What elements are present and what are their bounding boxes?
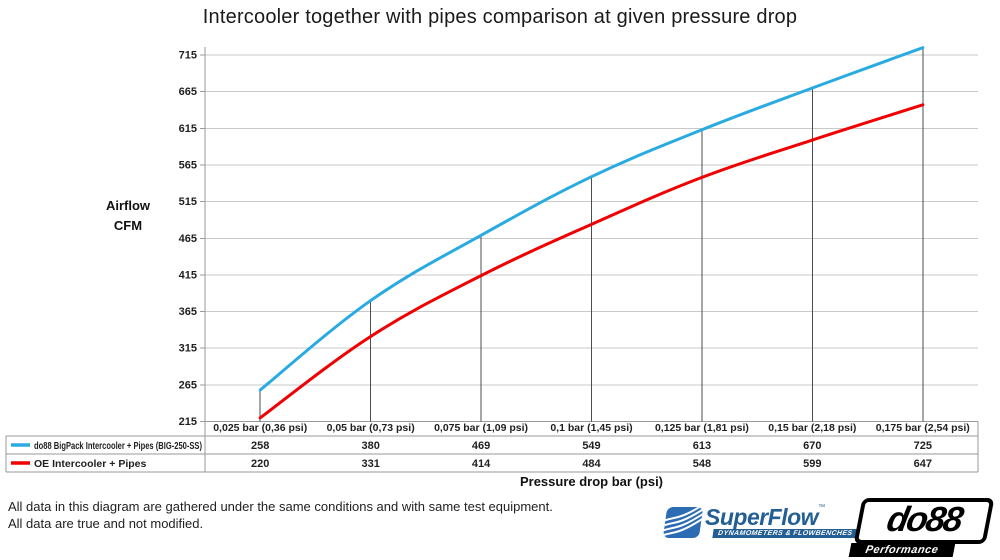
y-tick-label: 265	[179, 379, 197, 391]
chart-plot-area: 715 665 615 565 515 465 415 365 315 265 215 0,025 b…	[5, 46, 979, 473]
x-category-label: 0,075 bar (1,09 psi)	[434, 422, 528, 434]
y-tick-label: 565	[179, 159, 197, 171]
y-tick-label: 415	[179, 269, 197, 281]
y-tick-label: 665	[179, 86, 197, 98]
y-tick-label: 465	[179, 233, 197, 245]
table-value: 380	[361, 440, 379, 452]
table-value: 414	[472, 458, 491, 470]
table-value: 469	[472, 440, 490, 452]
x-category-label: 0,175 bar (2,54 psi)	[876, 422, 970, 434]
x-category-label: 0,025 bar (0,36 psi)	[213, 422, 307, 434]
table-value: 647	[914, 458, 932, 470]
table-value: 549	[582, 440, 600, 452]
y-tick-label: 365	[179, 306, 197, 318]
do88-logo: do88 Performance	[846, 493, 996, 557]
table-value: 599	[803, 458, 821, 470]
table-value: 220	[251, 458, 269, 470]
disclaimer-text: All data in this diagram are gathered un…	[8, 499, 553, 532]
table-value: 548	[693, 458, 711, 470]
table-value: 331	[361, 458, 379, 470]
y-tick-label: 615	[179, 123, 197, 135]
x-category-label: 0,1 bar (1,45 psi)	[550, 422, 632, 434]
y-tick-label: 715	[179, 50, 197, 62]
y-tick-label: 315	[179, 343, 197, 355]
do88-wordmark-box: do88	[853, 498, 995, 544]
legend-label-0: do88 BigPack Intercooler + Pipes (BIG-25…	[34, 440, 202, 452]
do88-tagline-text: Performance	[864, 544, 940, 556]
y-tick-label: 515	[179, 196, 197, 208]
disclaimer-line1: All data in this diagram are gathered un…	[8, 499, 553, 514]
superflow-wordmark: SuperFlow™	[705, 504, 825, 531]
series-line-1	[258, 103, 925, 420]
y-axis-title-line1: Airflow	[105, 198, 151, 213]
series-line-0	[258, 46, 925, 392]
y-axis-title: Airflow CFM	[88, 196, 168, 236]
x-category-label: 0,125 bar (1,81 psi)	[655, 422, 749, 434]
do88-wordmark: do88	[883, 500, 965, 539]
superflow-wordmark-text: SuperFlow	[705, 504, 819, 530]
x-category-label: 0,05 bar (0,73 psi)	[327, 422, 415, 434]
table-value: 670	[803, 440, 821, 452]
legend-label-1: OE Intercooler + Pipes	[34, 458, 146, 470]
superflow-wave-icon	[662, 507, 704, 538]
y-tick-label: 215	[179, 416, 197, 428]
table-value: 725	[914, 440, 932, 452]
table-value: 613	[693, 440, 711, 452]
y-axis-title-line2: CFM	[113, 218, 143, 233]
superflow-logo: SuperFlow™ DYNAMOMETERS & FLOWBENCHES	[662, 504, 859, 546]
disclaimer-line2: All data are true and not modified.	[8, 515, 204, 531]
do88-tagline: Performance	[848, 543, 956, 557]
x-axis-title: Pressure drop bar (psi)	[519, 474, 664, 489]
chart-title: Intercooler together with pipes comparis…	[202, 6, 798, 28]
trademark-symbol: ™	[818, 504, 825, 511]
table-value: 258	[251, 440, 269, 452]
x-category-label: 0,15 bar (2,18 psi)	[768, 422, 856, 434]
superflow-tagline: DYNAMOMETERS & FLOWBENCHES	[712, 529, 859, 538]
table-value: 484	[582, 458, 601, 470]
